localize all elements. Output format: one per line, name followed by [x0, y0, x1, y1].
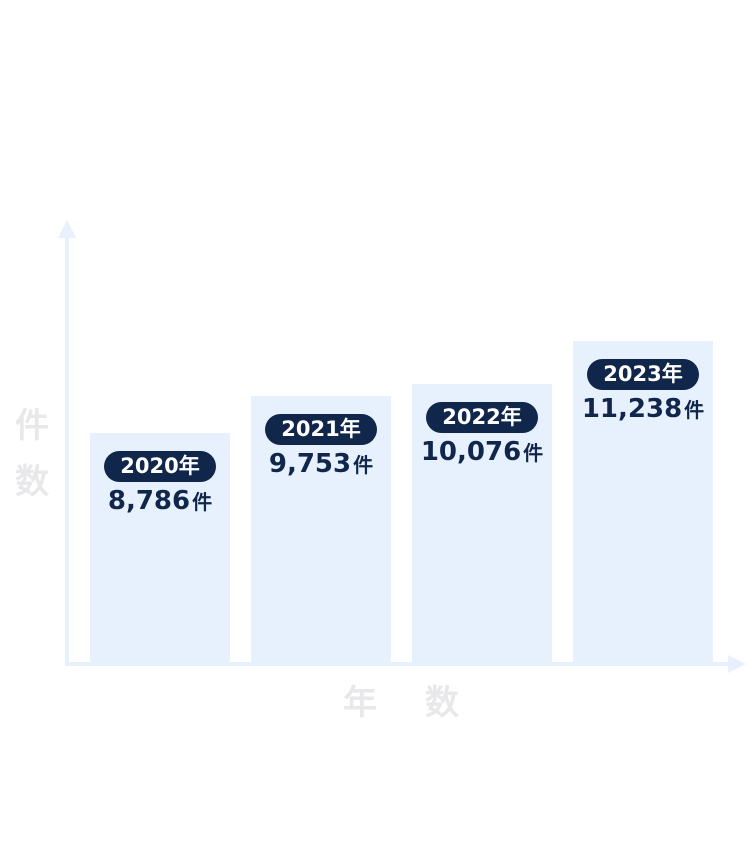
year-label: 2020年 — [104, 450, 216, 482]
bar-label-group: 2020年 8,786 件 — [90, 450, 230, 516]
count-label: 10,076 件 — [421, 437, 543, 467]
bar-label-group: 2021年 9,753 件 — [251, 414, 391, 479]
bar-label-group: 2023年 11,238 件 — [573, 358, 713, 424]
count-unit: 件 — [684, 397, 705, 422]
count-label: 9,753 件 — [269, 449, 373, 479]
x-axis-label: 年 数 — [343, 683, 477, 723]
count-value: 9,753 — [268, 449, 352, 480]
count-value: 11,238 — [581, 393, 683, 424]
x-axis-arrow — [728, 655, 746, 673]
y-axis-label: 件 数 — [15, 406, 49, 502]
year-label: 2023年 — [587, 358, 699, 390]
count-value: 10,076 — [420, 437, 522, 468]
count-value: 8,786 — [107, 485, 191, 516]
y-axis-arrow — [58, 220, 76, 238]
count-unit: 件 — [523, 441, 544, 466]
count-label: 11,238 件 — [582, 394, 704, 424]
year-label: 2022年 — [426, 402, 538, 434]
count-unit: 件 — [353, 453, 374, 478]
bar-3 — [573, 340, 713, 664]
year-label: 2021年 — [265, 414, 377, 446]
bar-label-group: 2022年 10,076 件 — [412, 402, 552, 467]
count-unit: 件 — [192, 489, 213, 514]
count-label: 8,786 件 — [108, 486, 212, 516]
